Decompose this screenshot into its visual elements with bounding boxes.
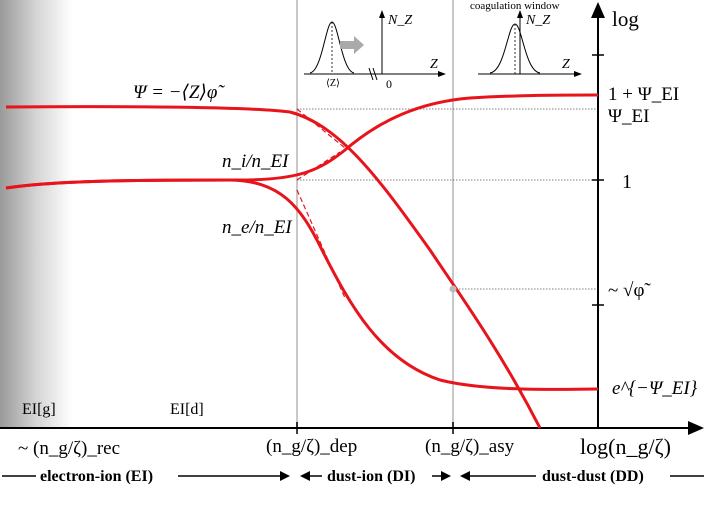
regime-arrowhead <box>460 471 470 481</box>
x-axis-arrowhead <box>688 421 704 435</box>
tick-label-one-plus-psi: 1 + Ψ_EI <box>608 84 679 105</box>
inset-nz-label-2: N_Z <box>525 13 550 28</box>
asymptote-dashed <box>296 151 341 181</box>
regime-arrowhead <box>300 471 310 481</box>
inset-z-label-2: Z <box>562 57 570 72</box>
regime-arrowhead <box>280 471 290 481</box>
curve-electrons <box>5 178 599 391</box>
inset-charge-shift <box>304 10 446 81</box>
tick-label-one: 1 <box>622 171 632 193</box>
psi-curve-label: Ψ = −⟨Z⟩φ̃ <box>133 82 225 103</box>
asymptote-dashed <box>296 189 346 299</box>
regime-dd: dust-dust (DD) <box>542 468 644 485</box>
coagulation-window-label: coagulation window <box>470 0 560 12</box>
tick-label-rec: ~ (n_g/ζ)_rec <box>18 438 120 459</box>
inset-nz-label-1: N_Z <box>387 13 412 28</box>
shift-arrow <box>340 36 364 54</box>
ni-curve-label: n_i/n_EI <box>222 151 290 172</box>
tick-label-dep: (n_g/ζ)_dep <box>266 436 357 457</box>
regime-arrowhead <box>441 471 451 481</box>
tick-label-psi: Ψ_EI <box>608 106 649 127</box>
tick-label-exp: e^{−Ψ_EI} <box>612 378 698 399</box>
region-label-eid: EI[d] <box>170 401 204 418</box>
x-axis-label: log(n_g/ζ) <box>580 434 671 459</box>
tick-label-sqrt: ~ √φ̃ <box>608 280 651 301</box>
recombination-band <box>0 0 72 428</box>
curve-psi <box>5 105 542 429</box>
region-label-eig: EI[g] <box>22 401 56 418</box>
regime-ei: electron-ion (EI) <box>40 468 153 485</box>
inset-coagulation <box>478 10 582 77</box>
regime-di: dust-ion (DI) <box>327 468 415 485</box>
curve-one-plus-psi <box>5 93 599 190</box>
inset-zero-label: 0 <box>386 77 392 91</box>
asy-marker <box>449 285 457 293</box>
y-axis-arrowhead <box>591 2 605 18</box>
inset-z-label-1: Z <box>430 57 438 72</box>
y-axis-label: log <box>612 7 639 31</box>
asymptote-dashed <box>296 108 346 149</box>
ne-curve-label: n_e/n_EI <box>222 217 293 238</box>
inset-meanz-label: ⟨Z⟩ <box>326 78 340 89</box>
tick-label-asy: (n_g/ζ)_asy <box>425 436 515 457</box>
